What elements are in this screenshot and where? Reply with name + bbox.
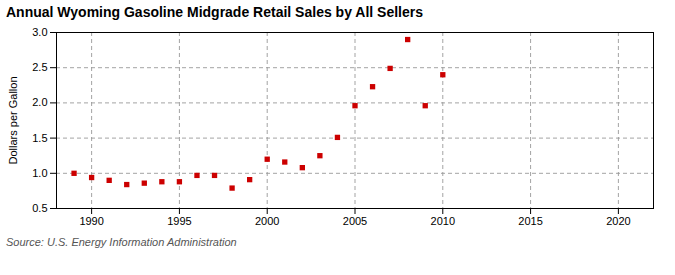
svg-text:2.0: 2.0 xyxy=(32,96,47,108)
svg-text:1990: 1990 xyxy=(79,215,103,227)
svg-text:2015: 2015 xyxy=(518,215,542,227)
svg-text:2000: 2000 xyxy=(255,215,279,227)
svg-text:Dollars per Gallon: Dollars per Gallon xyxy=(7,76,19,164)
svg-text:1995: 1995 xyxy=(167,215,191,227)
svg-text:2020: 2020 xyxy=(606,215,630,227)
svg-text:2005: 2005 xyxy=(343,215,367,227)
svg-text:3.0: 3.0 xyxy=(32,26,47,38)
html-text:Annual Wyoming Gasoline Midgra: Annual Wyoming Gasoline Midgrade Retail … xyxy=(6,4,423,20)
svg-text:1.0: 1.0 xyxy=(32,167,47,179)
html-text:Source: U.S. Energy Informatio: Source: U.S. Energy Information Administ… xyxy=(6,236,237,248)
svg-text:2010: 2010 xyxy=(431,215,455,227)
svg-text:1.5: 1.5 xyxy=(32,132,47,144)
svg-text:0.5: 0.5 xyxy=(32,202,47,214)
svg-text:2.5: 2.5 xyxy=(32,61,47,73)
